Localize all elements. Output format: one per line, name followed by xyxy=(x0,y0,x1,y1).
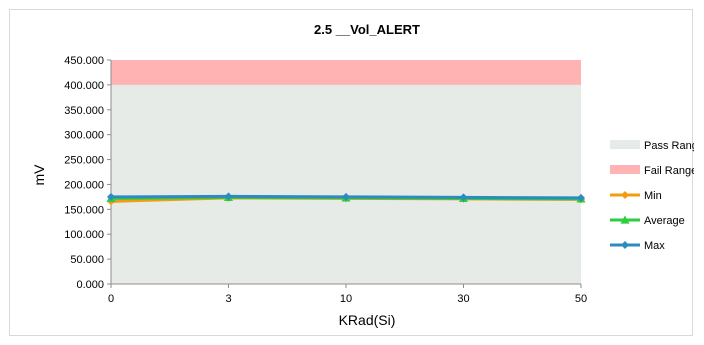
data-point-max xyxy=(342,192,350,201)
y-tick-label: 100.000 xyxy=(64,229,104,241)
x-tick-label: 10 xyxy=(340,293,352,305)
data-point-max xyxy=(459,193,468,202)
x-axis-title: KRad(Si) xyxy=(339,312,396,328)
x-tick-label: 3 xyxy=(225,293,231,305)
legend-label-pass-range: Pass Range xyxy=(644,140,694,152)
y-tick-label: 50.000 xyxy=(70,254,104,266)
legend-label-fail-range: Fail Range xyxy=(644,165,694,177)
axes: 0.000 50.000 100.000 150.000 200.000 250.000 3… xyxy=(64,55,587,305)
chart-svg: 2.5 __Vol_ALERT 0.000 50.000 100.000 150.00… xyxy=(31,22,694,328)
legend-marker-max xyxy=(621,241,629,249)
fail-range-area xyxy=(111,60,581,85)
x-tick-label: 0 xyxy=(108,293,114,305)
y-tick-label: 350.000 xyxy=(64,105,104,117)
data-point-max xyxy=(107,192,115,201)
legend-item-pass-range: Pass Range xyxy=(610,140,694,152)
series-max xyxy=(107,192,585,202)
y-axis-title: mV xyxy=(31,164,47,186)
legend-label-average: Average xyxy=(644,215,685,227)
legend-item-min: Min xyxy=(610,190,662,202)
legend-label-min: Min xyxy=(644,190,662,202)
legend-item-max: Max xyxy=(610,240,665,252)
series-layer xyxy=(106,192,586,206)
legend-item-average: Average xyxy=(610,215,685,227)
y-tick-label: 450.000 xyxy=(64,55,104,67)
y-tick-label: 200.000 xyxy=(64,179,104,191)
y-tick-label: 150.000 xyxy=(64,204,104,216)
x-tick-label: 50 xyxy=(575,293,587,305)
y-tick-label: 300.000 xyxy=(64,130,104,142)
legend-label-max: Max xyxy=(644,240,665,252)
legend-swatch-pass-range xyxy=(610,140,640,149)
pass-range-area xyxy=(111,84,581,284)
legend-marker-average xyxy=(620,215,630,224)
x-tick-label: 30 xyxy=(457,293,469,305)
y-tick-label: 0.000 xyxy=(76,279,104,291)
data-point-max xyxy=(577,193,585,202)
chart-container: 2.5 __Vol_ALERT 0.000 50.000 100.000 150.00… xyxy=(9,9,694,336)
chart-title: 2.5 __Vol_ALERT xyxy=(314,22,420,37)
legend-item-fail-range: Fail Range xyxy=(610,165,694,177)
plot-area xyxy=(111,60,581,284)
legend-swatch-fail-range xyxy=(610,165,640,174)
y-tick-label: 250.000 xyxy=(64,155,104,167)
legend: Pass Range Fail Range Min Average Max xyxy=(610,140,694,252)
data-point-max xyxy=(224,192,233,201)
y-tick-label: 400.000 xyxy=(64,80,104,92)
legend-marker-min xyxy=(621,191,629,199)
